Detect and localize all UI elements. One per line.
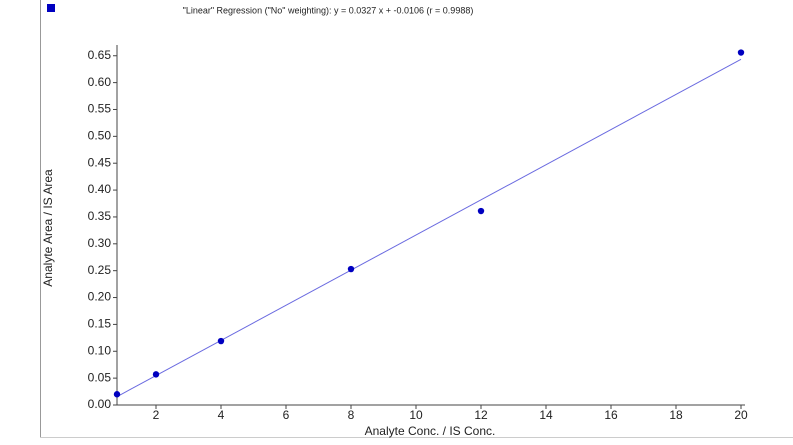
y-tick-label: 0.05 <box>88 370 112 384</box>
data-point <box>217 337 225 345</box>
y-tick-label: 0.00 <box>88 397 112 411</box>
y-tick-label: 0.55 <box>88 102 112 116</box>
y-tick-label: 0.40 <box>88 182 112 196</box>
x-tick-label: 18 <box>669 408 683 422</box>
x-tick-label: 14 <box>539 408 553 422</box>
x-tick-label: 10 <box>409 408 423 422</box>
data-point <box>737 49 745 56</box>
data-point <box>477 207 485 215</box>
y-tick-label: 0.30 <box>88 236 112 250</box>
y-tick-label: 0.10 <box>88 343 112 357</box>
y-tick-label: 0.60 <box>88 75 112 89</box>
x-tick-label: 12 <box>474 408 488 422</box>
y-tick-label: 0.65 <box>88 48 112 62</box>
data-point <box>152 371 160 378</box>
x-tick-label: 20 <box>734 408 748 422</box>
x-axis-label: Analyte Conc. / IS Conc. <box>365 424 496 438</box>
y-tick-label: 0.25 <box>88 263 112 277</box>
x-tick-label: 16 <box>604 408 618 422</box>
y-tick-label: 0.35 <box>88 209 112 223</box>
x-tick-label: 6 <box>283 408 290 422</box>
chart-title: "Linear" Regression ("No" weighting): y … <box>183 5 474 15</box>
x-tick-label: 8 <box>348 408 355 422</box>
regression-line <box>116 58 742 398</box>
y-tick-label: 0.20 <box>88 290 112 304</box>
data-point <box>113 391 121 398</box>
y-tick-label: 0.15 <box>88 317 112 331</box>
x-tick-label: 2 <box>153 408 160 422</box>
data-point <box>347 265 355 273</box>
y-tick-label: 0.50 <box>88 129 112 143</box>
y-axis-label: Analyte Area / IS Area <box>41 169 55 287</box>
y-tick-label: 0.45 <box>88 155 112 169</box>
x-tick-label: 4 <box>218 408 225 422</box>
legend-icon <box>47 4 55 12</box>
